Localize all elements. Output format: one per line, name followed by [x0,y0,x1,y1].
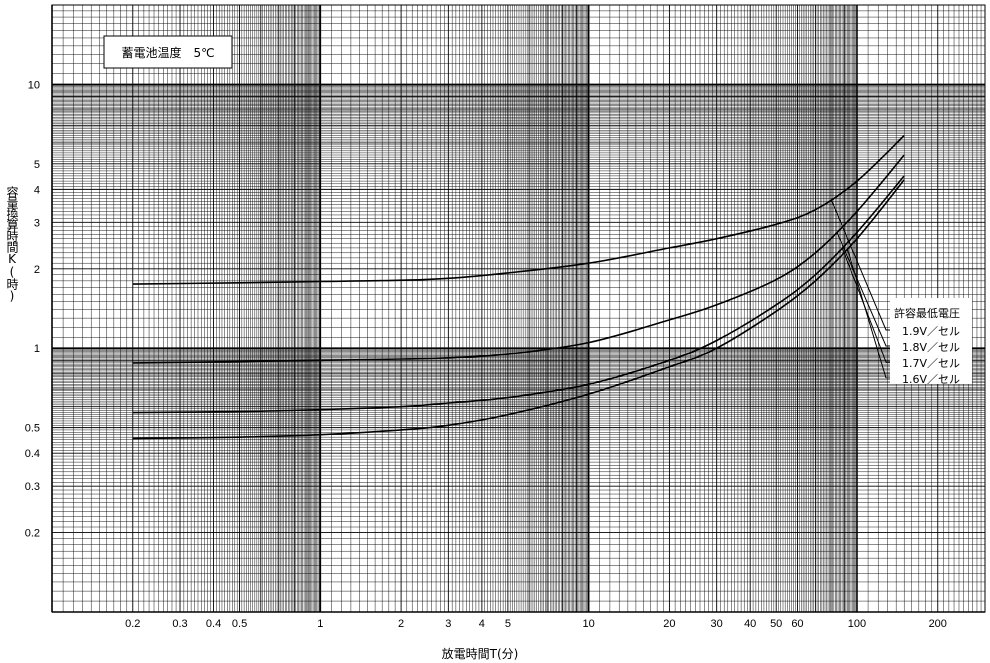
x-tick-label: 60 [791,618,803,630]
y-tick-label: 5 [34,159,40,171]
y-tick-label: 0.5 [25,423,40,435]
grid [51,4,986,613]
x-tick-label: 4 [479,618,485,630]
series-lines [132,134,905,440]
legend-item-1: 1.9V／セル [902,325,960,338]
x-tick-label: 5 [505,618,511,630]
y-tick-label: 0.4 [25,448,40,460]
x-tick-label: 1 [317,618,323,630]
y-tick-label: 1 [34,343,40,355]
x-tick-label: 10 [583,618,595,630]
x-tick-label: 2 [398,618,404,630]
legend: 許容最低電圧 1.9V／セル 1.8V／セル 1.7V／セル 1.6V／セル [890,298,972,386]
y-tick-label: 3 [34,217,40,229]
x-tick-label: 40 [744,618,756,630]
chart-title: 蓄電池温度 5℃ [121,45,214,60]
x-tick-label: 200 [929,618,947,630]
series-line-4 [132,179,905,440]
x-tick-labels: 0.2 0.3 0.4 0.5 1 2 3 4 5 10 20 30 40 50 60 100 200 [125,618,947,630]
y-axis-label: 容量換算時間K(時) [5,185,19,302]
series-line-1 [132,134,905,285]
y-tick-label: 4 [34,184,40,196]
title-box: 蓄電池温度 5℃ [103,35,233,69]
x-tick-label: 30 [711,618,723,630]
x-tick-label: 100 [848,618,866,630]
series-line-2 [132,154,905,364]
y-tick-label: 10 [28,79,40,91]
x-axis-label: 放電時間T(分) [442,646,519,661]
x-tick-label: 0.5 [232,618,247,630]
series-line-3 [132,175,905,414]
y-tick-labels: 0.2 0.3 0.4 0.5 1 2 3 4 5 10 [25,79,40,539]
legend-item-4: 1.6V／セル [902,373,960,386]
x-tick-label: 3 [445,618,451,630]
x-tick-label: 0.2 [125,618,140,630]
x-tick-label: 20 [663,618,675,630]
y-tick-label: 0.2 [25,528,40,540]
x-tick-label: 0.4 [206,618,221,630]
x-tick-label: 0.3 [172,618,187,630]
legend-item-3: 1.7V／セル [902,357,960,370]
y-tick-label: 2 [34,264,40,276]
legend-title: 許容最低電圧 [894,306,960,320]
legend-item-2: 1.8V／セル [902,341,960,354]
y-tick-label: 0.3 [25,481,40,493]
x-tick-label: 50 [770,618,782,630]
